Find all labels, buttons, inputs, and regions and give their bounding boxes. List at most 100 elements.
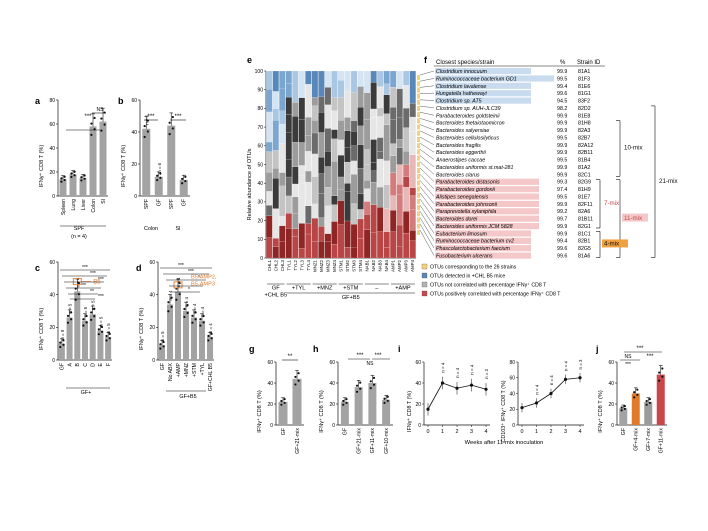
b-data-point (184, 175, 187, 178)
f-row-highlight (435, 237, 531, 244)
e-ytick-label: 10 (257, 237, 263, 243)
e-stack-segment (298, 223, 306, 249)
j-data-point (648, 397, 651, 401)
a-ytick-label: 40 (49, 146, 55, 152)
e-stack-segment (350, 131, 358, 146)
f-connector (419, 155, 435, 168)
e-sample-label: NAB1 (365, 259, 370, 271)
e-stack-segment (324, 205, 332, 234)
e-stack-segment (357, 144, 364, 169)
i-xtick-label: 2 (456, 429, 459, 435)
f-percent: 99.9 (557, 128, 567, 134)
a-y-axis-label: IFNγ⁺ CD8 T (%) (38, 145, 45, 188)
j-data-point (623, 404, 626, 408)
e-ytick-label: 80 (257, 106, 263, 112)
e-stack-segment (383, 231, 390, 248)
e-stack-segment (396, 139, 403, 148)
a-group-label: SPF (74, 226, 85, 232)
e-stack-segment (390, 155, 397, 173)
j-data-point (620, 406, 623, 409)
j-bar (644, 401, 653, 425)
e-strain-mark (417, 81, 420, 87)
panel-letter-f: f (424, 55, 428, 65)
h-ytick-label: 60 (329, 360, 335, 366)
e-sample-label: AMP2 (397, 259, 402, 272)
i-n-label: n = 4 (564, 361, 569, 371)
c-bar (97, 330, 104, 360)
c-data-point (70, 318, 73, 321)
c-data-point (70, 311, 73, 314)
c-ytick-label: 40 (49, 292, 55, 298)
f-strain-id: 81H8 (578, 121, 591, 127)
panel-letter-j: j (595, 344, 599, 354)
e-stack-segment (376, 158, 384, 188)
f-row-highlight (435, 97, 531, 104)
b-data-point (146, 130, 149, 133)
h-sig-label: *** (374, 353, 382, 359)
e-stack-segment (376, 86, 384, 109)
d-group-label: GF+B5 (179, 394, 196, 400)
b-n-label: n = 6 (144, 114, 149, 124)
b-data-point (171, 115, 174, 119)
d-data-point (178, 293, 181, 296)
e-stack-segment (403, 70, 410, 86)
e-stack-segment (376, 186, 384, 208)
j-sig-label: *** (625, 362, 631, 368)
b-n-label: n = 6 (157, 162, 162, 172)
f-strain-id: 81A6 (578, 254, 590, 260)
e-stack-segment (337, 139, 345, 156)
h-data-point (383, 401, 386, 404)
c-sig-label: *** (98, 294, 104, 300)
e-stack-segment (357, 70, 364, 87)
f-percent: 99.5 (557, 135, 567, 141)
e-stack-segment (363, 229, 371, 259)
a-category-label: Spleen (61, 199, 67, 215)
d-y-axis-label: IFNγ⁺ CD8 T (%) (138, 308, 145, 351)
c-y-axis-label: IFNγ⁺ CD8 T (%) (38, 308, 45, 351)
b-data-point (156, 178, 159, 182)
c-sig-label: ** (90, 289, 94, 295)
b-ytick-label: 20 (131, 162, 137, 168)
f-connector (419, 180, 435, 197)
g-ytick-label: 0 (270, 423, 273, 429)
e-strain-mark (417, 211, 420, 217)
e-stack-segment (292, 166, 299, 185)
j-data-point (658, 379, 661, 382)
e-sample-label: TYL3 (299, 259, 304, 270)
f-connector (419, 124, 435, 131)
g-ytick-label: 40 (267, 381, 273, 387)
f-connector (419, 136, 435, 145)
e-stack-segment (357, 168, 364, 194)
h-category-label: GF+10-mix (384, 428, 390, 454)
f-row-highlight (435, 252, 531, 259)
e-stack-segment (344, 147, 351, 163)
f-species-name: Bacteroides fragilis (436, 143, 481, 149)
c-n-label: n = 5 (83, 306, 88, 316)
f-percent: 99.9 (557, 69, 567, 75)
h-data-point (355, 390, 359, 393)
e-stack-segment (390, 195, 397, 211)
d-highlight-label: B5-AMP2, (191, 274, 217, 280)
e-sample-label: MNZ4 (332, 259, 337, 272)
g-y-axis-label: IFNγ⁺ CD8 T (%) (256, 390, 263, 433)
h-data-point (386, 395, 389, 398)
e-stack-segment (396, 70, 403, 89)
e-stack-segment (390, 210, 397, 232)
e-stack-segment (383, 247, 390, 259)
f-connector (419, 174, 435, 190)
e-stack-segment (305, 223, 312, 235)
e-stack-segment (279, 172, 286, 186)
e-stack-segment (363, 149, 371, 165)
f-strain-id: 82A3 (578, 128, 590, 134)
e-stack-segment (390, 87, 397, 108)
d-bar (191, 317, 197, 360)
e-stack-segment (344, 130, 351, 148)
e-legend-label: OTUs positively correlated with percenta… (430, 292, 561, 298)
e-stack-segment (324, 128, 332, 152)
f-species-name: Fusobacterium ulcerans (436, 254, 493, 260)
h-category-label: GF (343, 428, 349, 435)
f-connector (419, 99, 435, 101)
f-strain-id: 81G1 (578, 91, 591, 97)
e-stack-segment (403, 108, 410, 128)
e-stack-segment (376, 231, 384, 259)
